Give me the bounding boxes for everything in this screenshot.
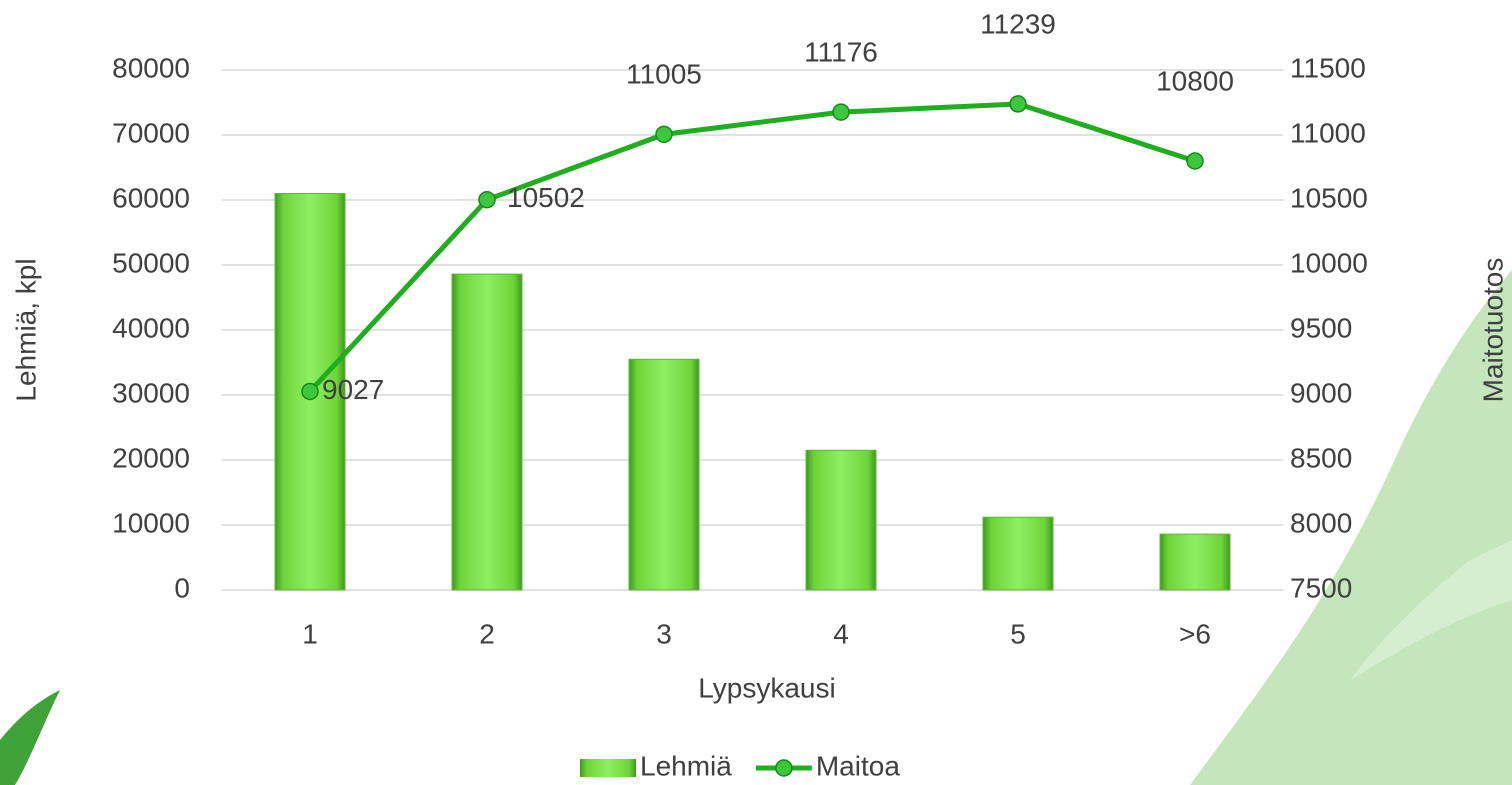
- y2-tick-label: 8000: [1290, 507, 1352, 538]
- bar: [1160, 534, 1230, 590]
- y-tick-label: 0: [174, 572, 190, 603]
- y-tick-label: 50000: [112, 247, 190, 278]
- y-tick-label: 60000: [112, 182, 190, 213]
- marker: [833, 104, 849, 120]
- bar: [452, 274, 522, 590]
- y2-tick-label: 9000: [1290, 377, 1352, 408]
- y2-tick-label: 8500: [1290, 442, 1352, 473]
- marker: [656, 126, 672, 142]
- legend-label: Lehmiä: [640, 750, 732, 781]
- bar: [806, 450, 876, 590]
- data-label: 10502: [507, 182, 585, 213]
- x-tick-label: 2: [479, 618, 495, 649]
- legend-marker: [776, 760, 792, 776]
- data-label: 9027: [322, 374, 384, 405]
- y-tick-label: 70000: [112, 117, 190, 148]
- y-tick-label: 30000: [112, 377, 190, 408]
- x-tick-label: 4: [833, 618, 849, 649]
- y2-tick-label: 7500: [1290, 572, 1352, 603]
- y-tick-label: 80000: [112, 52, 190, 83]
- marker: [302, 383, 318, 399]
- y2-tick-label: 11000: [1290, 117, 1366, 148]
- y-axis-title: Lehmiä, kpl: [10, 258, 41, 401]
- data-label: 11239: [980, 8, 1056, 39]
- bar: [629, 359, 699, 590]
- line: [310, 104, 1195, 392]
- data-label: 10800: [1156, 65, 1234, 96]
- chart: Lypsykausi Lehmiä, kpl Maitotuotos 0 1000…: [0, 0, 1512, 785]
- x-tick-label: 1: [302, 618, 318, 649]
- legend-label: Maitoa: [816, 750, 900, 781]
- marker: [479, 192, 495, 208]
- x-tick-label: 5: [1010, 618, 1026, 649]
- y2-tick-label: 11500: [1290, 52, 1366, 83]
- x-axis-title: Lypsykausi: [698, 672, 835, 703]
- x-tick-label: 3: [656, 618, 672, 649]
- y-tick-label: 40000: [112, 312, 190, 343]
- bar: [983, 517, 1053, 590]
- background-leaf: [0, 690, 60, 785]
- legend-swatch: [580, 759, 636, 777]
- x-tick-label: >6: [1179, 618, 1211, 649]
- data-label: 11005: [626, 59, 702, 90]
- y2-tick-label: 10000: [1290, 247, 1368, 278]
- y-tick-label: 20000: [112, 442, 190, 473]
- y2-tick-label: 10500: [1290, 182, 1368, 213]
- y2-axis-title: Maitotuotos: [1477, 258, 1508, 403]
- data-label: 11176: [804, 37, 878, 68]
- marker: [1187, 153, 1203, 169]
- marker: [1010, 96, 1026, 112]
- y2-tick-label: 9500: [1290, 312, 1352, 343]
- y-tick-label: 10000: [112, 507, 190, 538]
